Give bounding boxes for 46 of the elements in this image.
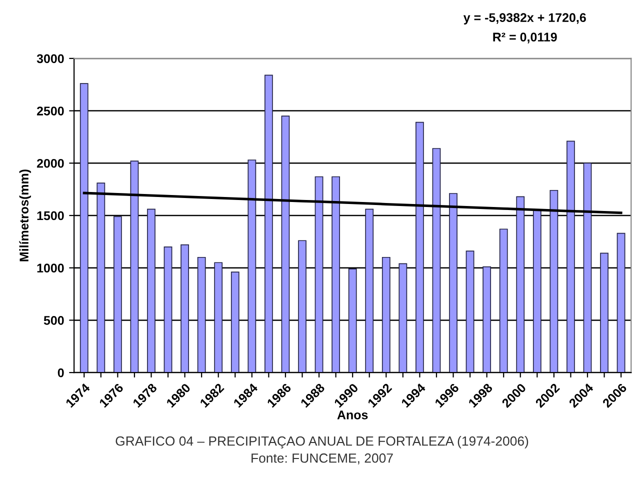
bar [314,176,324,373]
text: GRAFICO 04 – PRECIPITAÇAO ANUAL DE FORTALEZA (1974-2006) [116,436,528,448]
bar [499,228,508,373]
bar [332,176,340,373]
bar [432,148,441,373]
bar [550,190,558,373]
bar [248,160,256,373]
source-note: Fonte: FUNCEME, 2007 [252,453,393,464]
y-tick-label: 500 [44,316,64,325]
bar [566,140,575,373]
bar [583,162,592,373]
bar [416,122,424,373]
bar [348,268,357,373]
y-tick-label: 2500 [36,106,64,116]
bar [516,196,525,373]
y-tick-label: 0 [58,368,64,378]
bar [600,252,608,373]
bar [482,266,492,373]
bar [616,232,626,373]
bar [466,250,474,373]
x-axis-title: Anos [337,410,368,420]
bar [298,240,306,373]
bar [80,83,88,373]
y-tick-label: 1000 [37,264,64,272]
bar [365,208,374,373]
y-tick-label: 2000 [36,158,64,168]
bar [382,256,390,373]
bar [532,210,542,373]
bar [230,272,240,373]
bar [180,244,189,373]
bar [164,246,172,373]
y-tick-label: 1500 [37,211,64,220]
bar [214,262,223,373]
bar [449,193,458,373]
bar [197,256,206,373]
text: y = -5,9382x + 1720,6 [463,13,586,25]
bar [281,116,290,373]
bar [264,74,273,373]
bar [147,208,156,373]
bar [96,182,106,373]
y-tick-label: 3000 [36,54,64,64]
bar [113,216,122,373]
y-axis-title: Milímetros(mm) [19,170,31,262]
bar [130,160,139,373]
bar [398,263,408,373]
text: R² = 0,0119 [493,32,557,44]
